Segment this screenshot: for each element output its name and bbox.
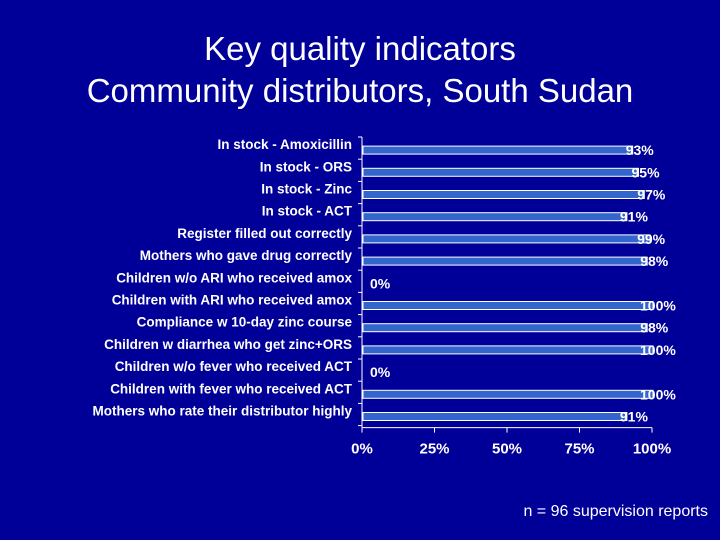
category-label: Mothers who rate their distributor highl… [92, 404, 352, 419]
footnote: n = 96 supervision reports [523, 503, 708, 520]
category-label: Compliance w 10-day zinc course [137, 315, 353, 330]
data-label: 97% [637, 187, 666, 203]
bar [362, 212, 628, 222]
bar [362, 301, 654, 310]
bar [362, 167, 639, 177]
category-label: In stock - Zinc [261, 182, 352, 197]
chart-title: Key quality indicators Community distrib… [0, 28, 720, 112]
data-label: 95% [632, 164, 661, 180]
category-label: In stock - ACT [262, 204, 353, 219]
category-label: Children w/o fever who received ACT [115, 359, 353, 374]
title-line-2: Community distributors, South Sudan [86, 72, 634, 109]
data-label: 93% [626, 142, 655, 158]
data-label: 100% [640, 298, 676, 314]
category-label: Register filled out correctly [177, 226, 352, 241]
bar [362, 389, 654, 399]
x-tick-label: 25% [419, 441, 449, 458]
category-label: Mothers who gave drug correctly [140, 248, 353, 263]
bar [362, 345, 654, 355]
data-label: 98% [640, 320, 669, 336]
data-label: 91% [620, 409, 649, 425]
data-label: 99% [637, 231, 666, 247]
bar [362, 323, 648, 333]
bar [362, 190, 645, 199]
data-label: 91% [620, 209, 649, 225]
title-line-1: Key quality indicators [204, 30, 516, 67]
category-label: In stock - ORS [260, 159, 352, 174]
x-tick-label: 75% [564, 441, 594, 458]
data-label: 100% [640, 342, 676, 358]
category-label: Children with fever who received ACT [110, 381, 353, 396]
bar [362, 256, 648, 266]
data-label: 0% [370, 275, 391, 291]
category-label: Children w/o ARI who received amox [116, 270, 352, 285]
data-label: 100% [640, 386, 676, 402]
category-label: Children with ARI who received amox [112, 293, 353, 308]
x-tick-label: 50% [492, 441, 522, 458]
x-tick-label: 0% [351, 441, 373, 458]
category-label: In stock - Amoxicillin [217, 137, 352, 152]
bar [362, 145, 634, 155]
category-label: Children w diarrhea who get zinc+ORS [104, 337, 352, 352]
data-label: 98% [640, 253, 669, 269]
bar [362, 412, 628, 421]
data-label: 0% [370, 364, 391, 380]
bar [362, 234, 651, 244]
x-tick-label: 100% [633, 441, 671, 458]
